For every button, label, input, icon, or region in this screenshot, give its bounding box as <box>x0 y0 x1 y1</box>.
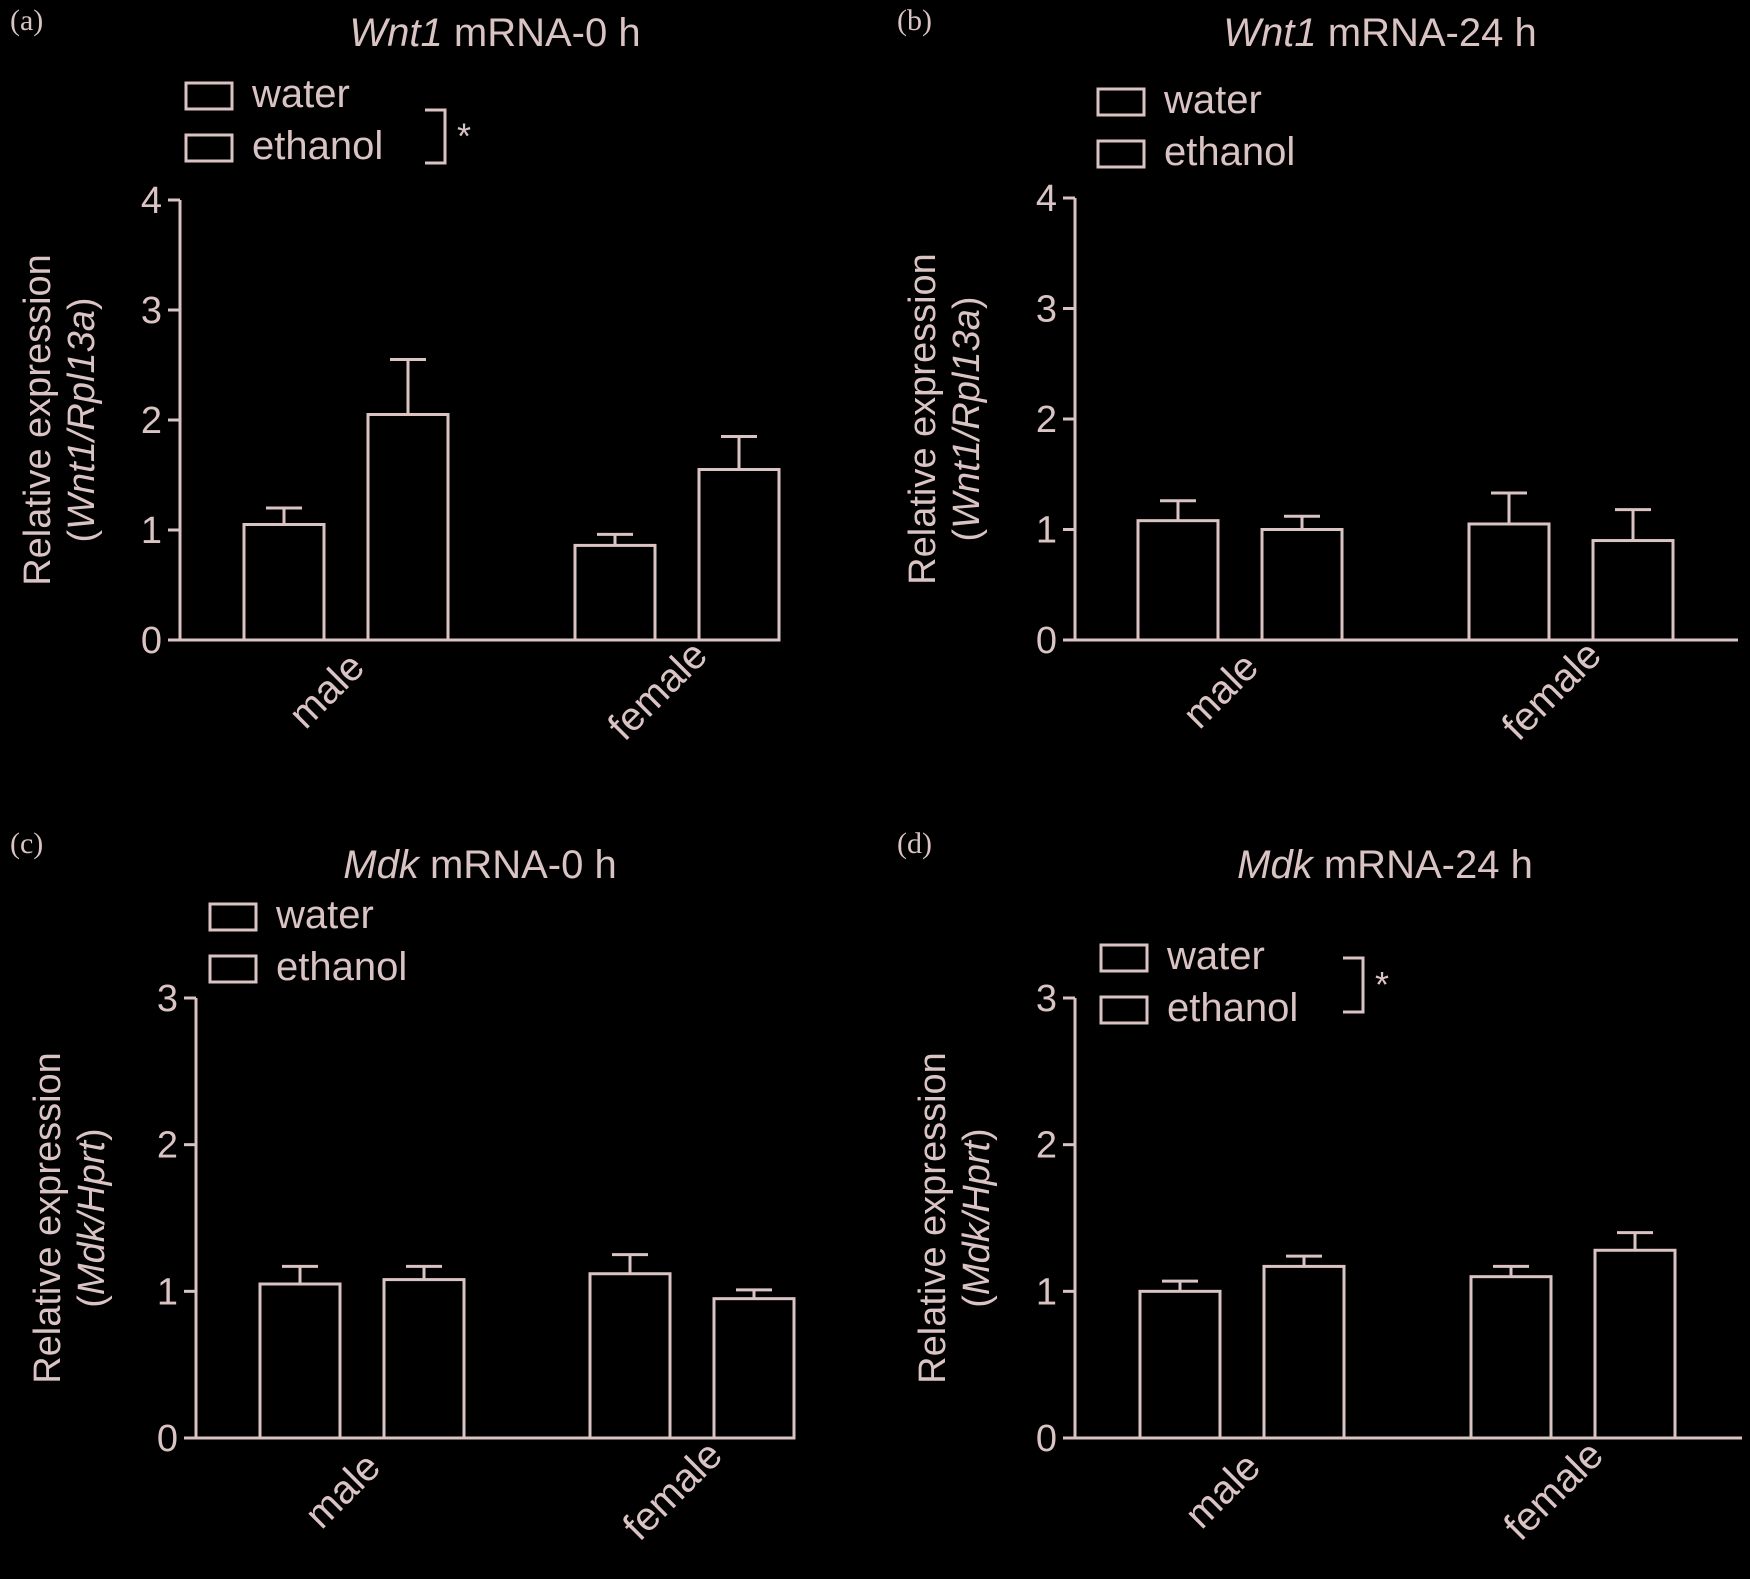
y-tick-label: 0 <box>141 620 162 662</box>
significance-marker: * <box>457 116 471 157</box>
legend-swatch-water <box>1099 943 1149 973</box>
y-tick-label: 1 <box>157 1271 178 1313</box>
y-axis-sublabel-genes: Wnt1/Rpl13a <box>61 310 103 530</box>
chart-title-rest: mRNA-24 h <box>1317 11 1537 55</box>
legend-label-water: water <box>1166 934 1265 978</box>
y-tick-label: 0 <box>157 1418 178 1460</box>
y-axis-sublabel: (Wnt1/Rpl13a) <box>946 297 988 542</box>
legend-swatch-ethanol <box>208 954 258 984</box>
legend-label-ethanol: ethanol <box>1164 130 1295 174</box>
significance-marker: * <box>1375 964 1389 1005</box>
y-axis-sublabel-close: ) <box>946 297 988 310</box>
y-tick-label: 2 <box>141 400 162 442</box>
significance-bracket <box>1343 956 1365 1014</box>
legend-swatch-water <box>208 902 258 932</box>
chart-panel-2: (b) Wnt1 mRNA-24 h 0 1 2 3 4 Relative expressio… <box>897 4 1738 749</box>
legend-label-ethanol: ethanol <box>252 124 383 168</box>
y-tick-label: 0 <box>1036 620 1057 662</box>
y-tick-label: 2 <box>1036 399 1057 441</box>
y-axis-label: Relative expression <box>912 1052 954 1384</box>
panel-label: (d) <box>897 827 932 860</box>
y-axis-sublabel-open: ( <box>946 528 988 541</box>
legend-swatch-ethanol <box>184 133 234 163</box>
y-tick-label: 3 <box>141 290 162 332</box>
chart-title-gene: Mdk <box>1237 843 1315 887</box>
y-axis-sublabel-open: ( <box>61 529 103 542</box>
y-axis-sublabel-genes: Wnt1/Rpl13a <box>946 309 988 529</box>
y-tick-label: 4 <box>1036 178 1057 220</box>
chart-title-rest: mRNA-24 h <box>1313 843 1533 887</box>
y-tick-label: 1 <box>1036 1271 1057 1313</box>
chart-title-rest: mRNA-0 h <box>443 11 641 55</box>
y-tick-label: 3 <box>1036 978 1057 1020</box>
y-axis-label: Relative expression <box>17 254 59 586</box>
chart-title-gene: Wnt1 <box>1223 11 1316 55</box>
y-axis-sublabel: (Mdk/Hprt) <box>71 1128 113 1307</box>
chart-title-gene: Wnt1 <box>349 11 442 55</box>
y-axis-sublabel-open: ( <box>956 1295 998 1308</box>
chart-title-gene: Mdk <box>343 843 421 887</box>
legend-label-water: water <box>275 893 374 937</box>
y-axis-sublabel-genes: Mdk/Hprt <box>71 1139 113 1295</box>
legend-label-water: water <box>251 72 350 116</box>
y-axis-label: Relative expression <box>902 253 944 585</box>
y-axis-sublabel-close: ) <box>71 1128 113 1141</box>
legend-label-ethanol: ethanol <box>1167 986 1298 1030</box>
y-axis-sublabel-genes: Mdk/Hprt <box>956 1139 998 1295</box>
y-axis-label: Relative expression <box>27 1052 69 1384</box>
y-axis-sublabel-open: ( <box>71 1295 113 1308</box>
legend-swatch-ethanol <box>1099 995 1149 1025</box>
legend-label-water: water <box>1163 78 1262 122</box>
y-tick-label: 4 <box>141 180 162 222</box>
legend-swatch-water <box>1096 87 1146 117</box>
chart-title: Wnt1 mRNA-24 h <box>1223 11 1536 55</box>
chart-title: Mdk mRNA-0 h <box>343 843 616 887</box>
y-axis-sublabel-close: ) <box>61 298 103 311</box>
y-axis-sublabel: (Mdk/Hprt) <box>956 1128 998 1307</box>
y-axis-sublabel-close: ) <box>956 1128 998 1141</box>
legend-swatch-water <box>184 81 234 111</box>
legend-label-ethanol: ethanol <box>276 945 407 989</box>
y-tick-label: 2 <box>157 1125 178 1167</box>
legend-swatch-ethanol <box>1096 139 1146 169</box>
y-tick-label: 3 <box>1036 289 1057 331</box>
panel-label: (a) <box>10 4 43 37</box>
y-tick-label: 2 <box>1036 1125 1057 1167</box>
chart-title: Wnt1 mRNA-0 h <box>349 11 640 55</box>
significance-bracket <box>425 108 447 165</box>
y-tick-label: 1 <box>141 510 162 552</box>
y-tick-label: 0 <box>1036 1418 1057 1460</box>
chart-title-rest: mRNA-0 h <box>419 843 617 887</box>
chart-title: Mdk mRNA-24 h <box>1237 843 1533 887</box>
y-tick-label: 3 <box>157 978 178 1020</box>
panel-label: (b) <box>897 4 932 37</box>
y-tick-label: 1 <box>1036 510 1057 552</box>
panel-label: (c) <box>10 827 43 860</box>
y-axis-sublabel: (Wnt1/Rpl13a) <box>61 298 103 543</box>
